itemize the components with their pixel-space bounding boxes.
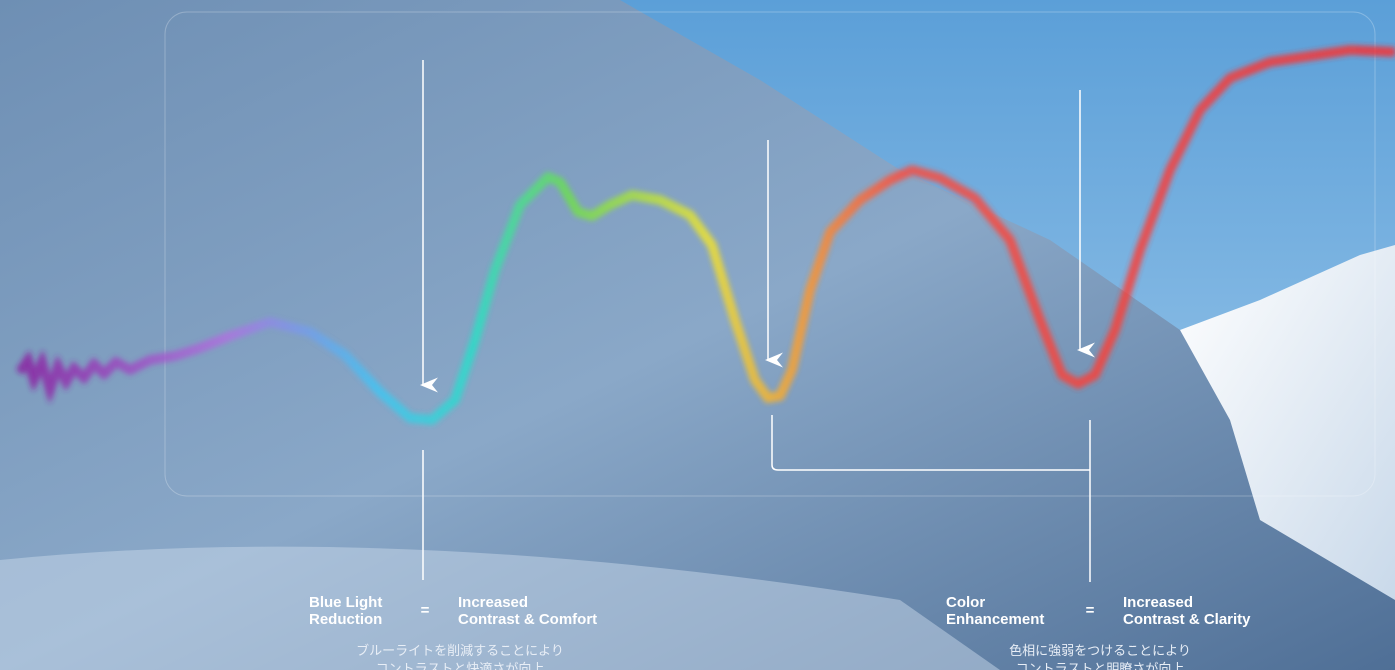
label: Blue Light	[309, 594, 382, 611]
label: Color	[946, 594, 985, 611]
annotation-right: Color Enhancement = Increased Contrast &…	[946, 594, 1251, 670]
label: Reduction	[309, 611, 382, 628]
japanese-text: 色相に強弱をつけることにより	[1009, 643, 1191, 659]
japanese-text: ブルーライトを削減することにより	[356, 643, 564, 659]
frame	[164, 11, 1376, 497]
japanese-text: コントラストと快適さが向上	[376, 661, 545, 670]
result: Increased	[458, 594, 528, 611]
snow-foreground	[0, 546, 1000, 670]
spectrum-curve	[20, 45, 1395, 425]
annotation-left: Blue Light Reduction = Increased Contras…	[309, 594, 597, 670]
result: Increased	[1123, 594, 1193, 611]
japanese-text: コントラストと明瞭さが向上	[1016, 661, 1185, 670]
result: Contrast & Clarity	[1123, 611, 1251, 628]
equals: =	[421, 602, 430, 619]
label: Enhancement	[946, 611, 1044, 628]
connectors	[420, 60, 1095, 582]
equals: =	[1086, 602, 1095, 619]
result: Contrast & Comfort	[458, 611, 597, 628]
